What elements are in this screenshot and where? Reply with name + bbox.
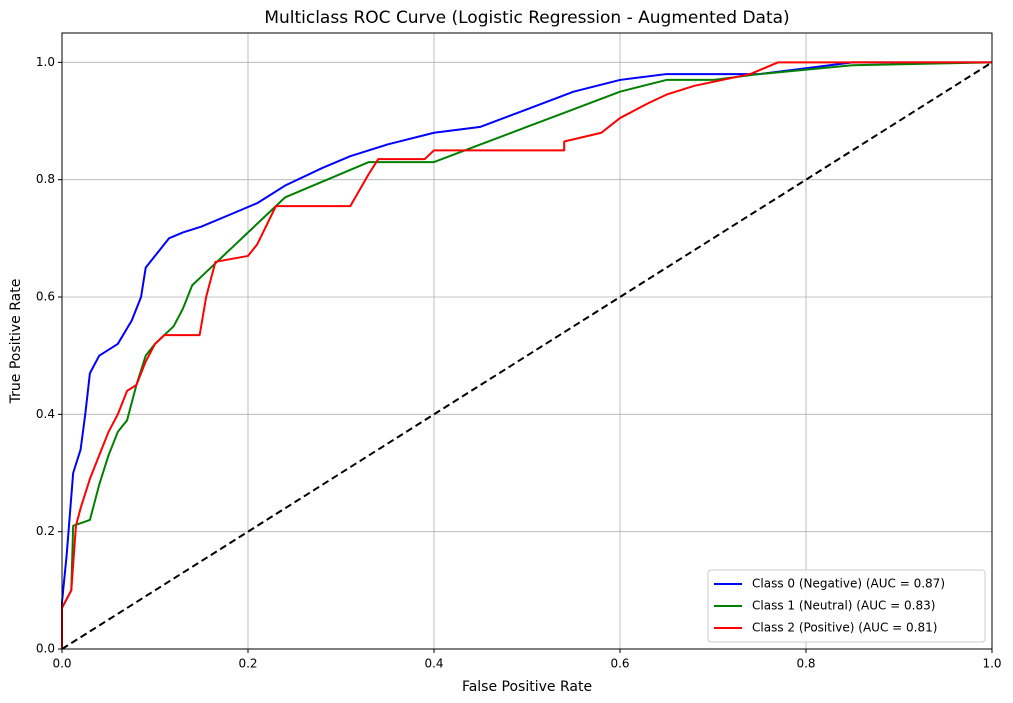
y-tick-label: 1.0 <box>36 55 55 69</box>
roc-line <box>61 61 992 649</box>
legend-label: Class 1 (Neutral) (AUC = 0.83) <box>752 599 935 613</box>
x-tick-label: 0.8 <box>796 657 815 671</box>
x-axis-label: False Positive Rate <box>462 679 592 695</box>
y-tick-label: 0.4 <box>36 407 55 421</box>
x-tick-label: 0.6 <box>610 657 629 671</box>
x-tick-label: 0.2 <box>238 657 257 671</box>
y-tick-label: 0.8 <box>36 172 55 186</box>
x-tick-label: 0.0 <box>52 657 71 671</box>
x-tick-label: 1.0 <box>982 657 1001 671</box>
legend-box <box>707 569 986 643</box>
y-axis-label: True Positive Rate <box>8 279 24 405</box>
roc-line <box>61 61 993 650</box>
roc-line <box>61 61 992 649</box>
y-tick-label: 0.0 <box>36 642 55 656</box>
y-tick-label: 0.2 <box>36 524 55 538</box>
legend-label: Class 0 (Negative) (AUC = 0.87) <box>752 577 945 591</box>
y-tick-label: 0.6 <box>36 290 55 304</box>
chart-title: Multiclass ROC Curve (Logistic Regressio… <box>264 8 789 28</box>
legend-label: Class 2 (Positive) (AUC = 0.81) <box>752 621 937 635</box>
plot-frame <box>61 32 993 650</box>
x-tick-label: 0.4 <box>424 657 443 671</box>
roc-line <box>61 61 993 649</box>
